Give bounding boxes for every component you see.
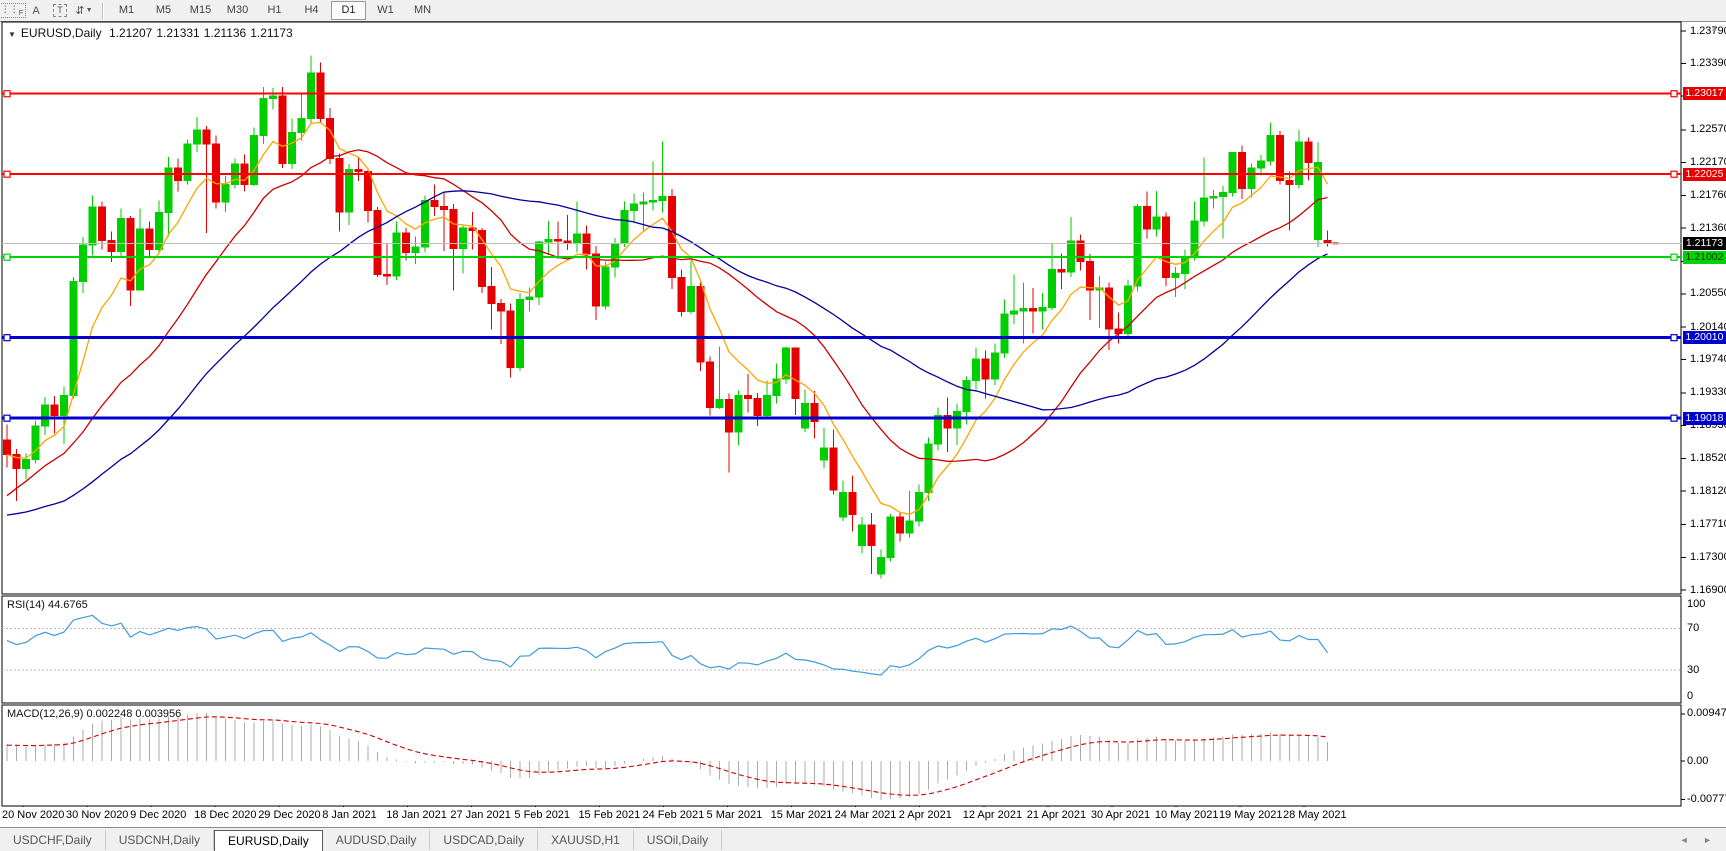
tab-usdchf-daily[interactable]: USDCHF,Daily (0, 830, 106, 850)
font-icon[interactable]: A (32, 4, 40, 17)
current-price-label[interactable]: 1.21173 (1683, 236, 1726, 250)
date-label-30-apr-2021: 30 Apr 2021 (1090, 809, 1151, 821)
open-value: 1.21207 (108, 26, 153, 40)
rsi-scale-70: 70 (1687, 622, 1700, 635)
macd-layer (6, 712, 1328, 800)
date-label-8-jan-2021: 8 Jan 2021 (322, 809, 377, 821)
high-value: 1.21331 (156, 26, 200, 40)
pane-borders (1, 21, 1682, 807)
macd-indicator-label: MACD(12,26,9) 0.002248 0.003956 (7, 708, 182, 720)
timeframe-button-m1[interactable]: M1 (118, 4, 135, 16)
text-label-icon[interactable]: T (49, 2, 71, 19)
tab-eurusd-daily[interactable]: EURUSD,Daily (214, 830, 323, 851)
price-tick-1.21760: 1.21760 (1690, 189, 1726, 202)
date-label-10-may-2021: 10 May 2021 (1154, 809, 1219, 821)
fast-ma-line (6, 121, 1329, 515)
timeframe-button-mn[interactable]: MN (413, 4, 432, 16)
date-label-19-may-2021: 19 May 2021 (1218, 809, 1283, 821)
close-value: 1.21173 (250, 26, 293, 40)
slow-ma-line (6, 190, 1328, 516)
tab-usdcnh-daily[interactable]: USDCNH,Daily (105, 830, 215, 850)
rsi-indicator-label: RSI(14) 44.6765 (7, 599, 88, 611)
toolbar-separator (102, 2, 104, 19)
rsi-scale-0: 0 (1687, 690, 1694, 702)
date-label-24-mar-2021: 24 Mar 2021 (834, 809, 897, 821)
price-line-label-1.20010[interactable]: 1.20010 (1683, 331, 1726, 345)
date-label-2-apr-2021: 2 Apr 2021 (898, 809, 952, 821)
timeframe-button-m5[interactable]: M5 (155, 4, 172, 16)
tab-xauusd-h1[interactable]: XAUUSD,H1 (538, 830, 634, 850)
price-tick-1.17710: 1.17710 (1690, 517, 1726, 530)
macd-scale--0.007778: -0.007778 (1687, 793, 1726, 805)
price-tick-1.18120: 1.18120 (1690, 484, 1726, 497)
price-tick-1.18520: 1.18520 (1690, 452, 1726, 465)
price-tick-1.23390: 1.23390 (1690, 56, 1726, 69)
price-line-label-1.22025[interactable]: 1.22025 (1683, 167, 1726, 181)
toolbar: ⋮⋮F A T ⇵ ▼ M1 M5 M15 M30 H1 H4 D1 W1 MN (0, 0, 1726, 22)
price-axis-ticks (1681, 30, 1686, 801)
price-tick-1.19740: 1.19740 (1690, 353, 1726, 366)
rsi-scale-100: 100 (1687, 598, 1706, 610)
date-label-15-mar-2021: 15 Mar 2021 (770, 809, 833, 821)
date-label-29-dec-2020: 29 Dec 2020 (258, 809, 321, 821)
axis-corner-triangle-icon: ▴ (1712, 24, 1717, 33)
price-tick-1.19330: 1.19330 (1690, 386, 1726, 399)
macd-scale-0.00: 0.00 (1687, 754, 1709, 767)
date-label-5-mar-2021: 5 Mar 2021 (706, 809, 763, 821)
timeframe-button-m15[interactable]: M15 (189, 4, 212, 16)
chart-title: ▼ EURUSD,Daily 1.21207 1.21331 1.21136 1.211… (8, 26, 297, 40)
grid-properties-icon[interactable]: ⋮⋮F (0, 2, 27, 19)
price-tick-1.22570: 1.22570 (1690, 123, 1726, 136)
date-label-27-jan-2021: 27 Jan 2021 (450, 809, 511, 821)
price-tick-1.23790: 1.23790 (1690, 24, 1726, 37)
rsi-scale-30: 30 (1687, 663, 1700, 676)
horizontal-lines-layer (2, 90, 1681, 422)
tab-audusd-daily[interactable]: AUDUSD,Daily (322, 830, 431, 850)
timeframe-button-m30[interactable]: M30 (226, 4, 249, 16)
date-label-15-feb-2021: 15 Feb 2021 (578, 809, 641, 821)
price-tick-1.20550: 1.20550 (1690, 287, 1726, 300)
price-line-label-1.19018[interactable]: 1.19018 (1683, 411, 1726, 425)
date-label-5-feb-2021: 5 Feb 2021 (514, 809, 571, 821)
price-tick-1.17300: 1.17300 (1690, 551, 1726, 564)
price-tick-1.22170: 1.22170 (1690, 155, 1726, 168)
tab-usoil-daily[interactable]: USOil,Daily (633, 830, 723, 850)
candles-layer (3, 55, 1339, 579)
price-line-label-1.23017[interactable]: 1.23017 (1683, 87, 1726, 101)
symbol-period-label: EURUSD,Daily (20, 26, 102, 40)
date-label-20-nov-2020: 20 Nov 2020 (2, 809, 65, 821)
timeframe-button-w1[interactable]: W1 (377, 4, 394, 16)
timeframe-button-group: M1 M5 M15 M30 H1 H4 D1 W1 MN (108, 1, 441, 20)
date-label-9-dec-2020: 9 Dec 2020 (130, 809, 187, 821)
timeframe-button-h4[interactable]: H4 (304, 4, 319, 16)
price-line-label-1.21002[interactable]: 1.21002 (1683, 250, 1726, 264)
date-label-12-apr-2021: 12 Apr 2021 (962, 809, 1023, 821)
date-label-21-apr-2021: 21 Apr 2021 (1026, 809, 1087, 821)
price-tick-1.21360: 1.21360 (1690, 221, 1726, 234)
date-axis[interactable]: 20 Nov 2020 30 Nov 2020 9 Dec 2020 18 Dec 2… (0, 807, 1726, 826)
date-label-28-may-2021: 28 May 2021 (1283, 809, 1347, 821)
arrange-arrows-icon[interactable]: ⇵ ▼ (75, 5, 93, 17)
date-label-30-nov-2020: 30 Nov 2020 (66, 809, 129, 821)
low-value: 1.21136 (203, 26, 247, 40)
tab-usdcad-daily[interactable]: USDCAD,Daily (430, 830, 539, 850)
collapse-triangle-icon[interactable]: ▼ (8, 30, 16, 39)
timeframe-button-d1[interactable]: D1 (331, 1, 366, 20)
price-tick-1.16900: 1.16900 (1690, 583, 1726, 596)
date-label-18-jan-2021: 18 Jan 2021 (386, 809, 447, 821)
rsi-layer (2, 614, 1681, 676)
symbol-tab-bar: USDCHF,Daily USDCNH,Daily EURUSD,Daily AUDU… (0, 827, 1726, 851)
symbol-tabs: USDCHF,Daily USDCNH,Daily EURUSD,Daily AUDU… (0, 828, 723, 851)
timeframe-button-h1[interactable]: H1 (267, 4, 282, 16)
price-tick-1.20140: 1.20140 (1690, 320, 1726, 333)
date-label-24-feb-2021: 24 Feb 2021 (642, 809, 705, 821)
tab-scroll-arrows[interactable]: ◄ ► (1679, 835, 1718, 845)
date-label-18-dec-2020: 18 Dec 2020 (194, 809, 257, 821)
macd-scale-0.009478: 0.009478 (1687, 707, 1726, 720)
